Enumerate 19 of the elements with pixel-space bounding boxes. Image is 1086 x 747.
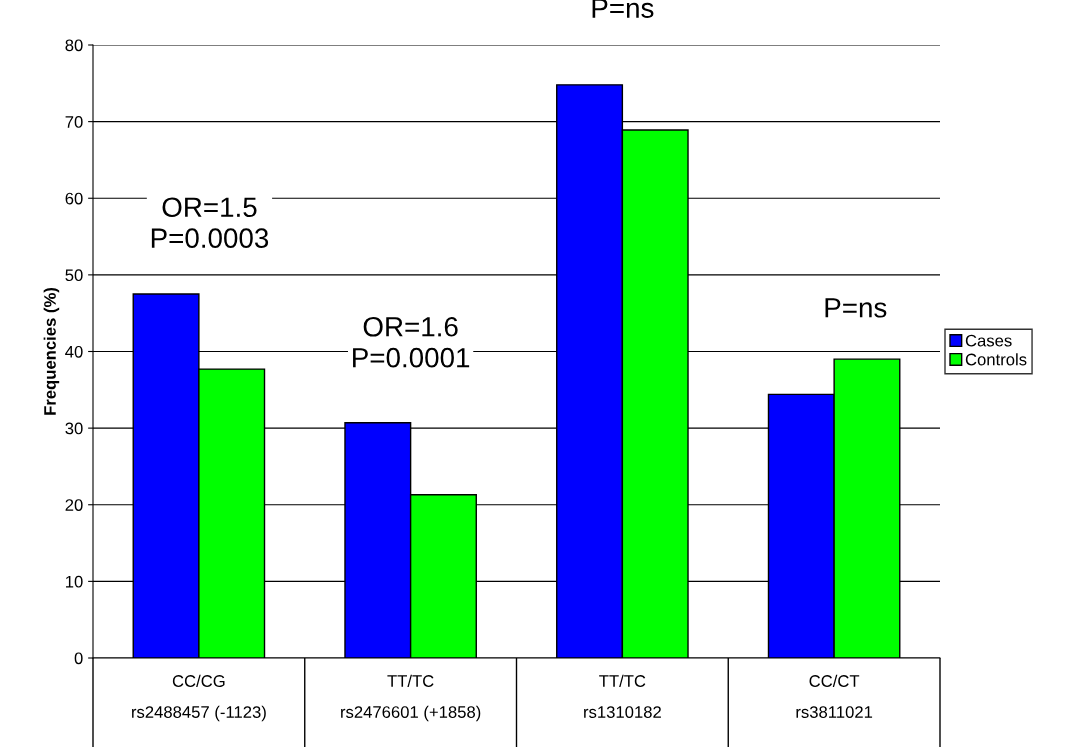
annotation: OR=1.6 P=0.0001 bbox=[353, 316, 470, 368]
legend-label: Controls bbox=[965, 353, 1027, 366]
y-tick-label: 40 bbox=[65, 345, 83, 358]
y-tick-label: 0 bbox=[74, 652, 83, 665]
x-tick-label: TT/TC rs1310182 bbox=[584, 674, 661, 718]
y-tick-label: 50 bbox=[65, 269, 83, 282]
legend-label: Cases bbox=[965, 334, 1012, 347]
y-tick-label: 30 bbox=[65, 422, 83, 435]
x-tick-label: CC/CT rs3811021 bbox=[796, 674, 873, 718]
annotation: OR=1.5 P=0.0003 bbox=[151, 197, 269, 248]
y-tick-label: 60 bbox=[65, 192, 83, 205]
y-tick-label: 20 bbox=[65, 499, 83, 511]
y-tick-label: 80 bbox=[65, 39, 83, 52]
x-tick-label: TT/TC rs2476601 (+1858) bbox=[341, 674, 481, 722]
annotation: P=ns bbox=[825, 298, 887, 318]
x-tick-label: CC/CG rs2488457 (-1123) bbox=[132, 674, 266, 722]
y-tick-label: 10 bbox=[66, 575, 83, 588]
y-axis-title: Frequencies (%) bbox=[43, 287, 60, 415]
y-tick-label: 70 bbox=[65, 116, 83, 128]
